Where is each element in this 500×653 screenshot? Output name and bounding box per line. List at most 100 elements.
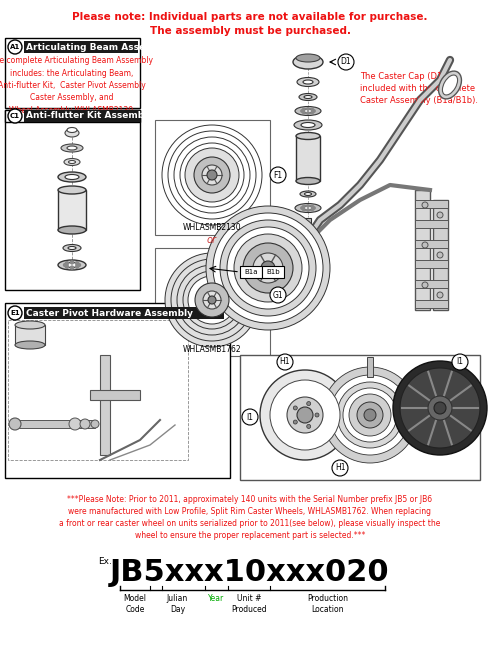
Bar [24, 307, 224, 319]
Ellipse shape [299, 93, 317, 101]
Text: The Caster Cap (D1) is
included with the complete
Caster Assembly (B1a/B1b).: The Caster Cap (D1) is included with the… [360, 72, 478, 104]
Ellipse shape [296, 133, 320, 140]
Circle shape [174, 137, 250, 213]
Circle shape [311, 206, 314, 208]
Text: Year: Year [208, 594, 224, 603]
Bar [5, 303, 230, 478]
Circle shape [261, 261, 275, 275]
Circle shape [357, 402, 383, 428]
Text: Please note: Individual parts are not available for purchase.: Please note: Individual parts are not av… [72, 12, 428, 22]
Bar [415, 280, 448, 288]
Ellipse shape [68, 246, 76, 249]
Ellipse shape [65, 174, 79, 180]
Circle shape [307, 108, 309, 110]
Bar [240, 266, 262, 278]
Circle shape [8, 306, 22, 320]
Circle shape [162, 125, 262, 225]
Bar [100, 355, 110, 455]
Bar [415, 240, 448, 248]
Circle shape [332, 460, 348, 476]
Circle shape [91, 420, 99, 428]
Bar [155, 248, 270, 356]
Circle shape [437, 292, 443, 298]
Circle shape [69, 418, 81, 430]
Text: A1: A1 [10, 44, 20, 50]
Bar [415, 200, 448, 208]
Circle shape [294, 420, 298, 424]
Text: Unit #
Produced: Unit # Produced [231, 594, 267, 614]
Ellipse shape [61, 144, 83, 152]
Text: I1: I1 [246, 413, 254, 421]
Ellipse shape [296, 54, 320, 62]
Bar [58, 190, 86, 230]
Circle shape [306, 424, 310, 428]
Bar [433, 200, 448, 310]
Text: The complete Articulating Beam Assembly
includes: the Articulating Beam,
Anti-fl: The complete Articulating Beam Assembly … [0, 56, 154, 115]
Text: D1: D1 [340, 57, 351, 67]
Circle shape [66, 265, 68, 268]
Circle shape [253, 253, 283, 283]
Text: WHLASMB2130: WHLASMB2130 [182, 223, 242, 232]
Circle shape [311, 208, 314, 211]
Ellipse shape [58, 260, 86, 270]
Circle shape [64, 264, 66, 266]
Bar [155, 120, 270, 235]
Text: or: or [207, 235, 217, 245]
Circle shape [306, 402, 310, 406]
Ellipse shape [303, 80, 313, 84]
Circle shape [183, 271, 241, 329]
Ellipse shape [64, 159, 80, 165]
Circle shape [203, 291, 221, 309]
Bar [415, 300, 448, 308]
Text: E1: E1 [10, 310, 20, 316]
Ellipse shape [58, 172, 86, 182]
Bar [8, 320, 188, 460]
Circle shape [307, 205, 309, 207]
Circle shape [287, 397, 323, 433]
Circle shape [78, 264, 80, 266]
Circle shape [195, 283, 229, 317]
Circle shape [302, 206, 305, 208]
Circle shape [364, 409, 376, 421]
Ellipse shape [15, 341, 45, 349]
Circle shape [188, 276, 236, 324]
Ellipse shape [58, 226, 86, 234]
Text: Anti-flutter Kit Assembly: Anti-flutter Kit Assembly [26, 112, 153, 121]
Text: G1: G1 [272, 291, 283, 300]
Text: The assembly must be purchased.: The assembly must be purchased. [150, 26, 350, 36]
Circle shape [452, 354, 468, 370]
Ellipse shape [67, 127, 77, 133]
Ellipse shape [294, 120, 322, 130]
Circle shape [76, 265, 78, 268]
Bar [15, 420, 95, 428]
Bar [90, 390, 140, 400]
Circle shape [311, 111, 314, 114]
Circle shape [194, 157, 230, 193]
Text: WHLASMB1762: WHLASMB1762 [182, 345, 242, 353]
Ellipse shape [68, 161, 75, 163]
Ellipse shape [63, 244, 81, 251]
Ellipse shape [438, 71, 462, 99]
Ellipse shape [304, 193, 312, 195]
Ellipse shape [67, 146, 77, 150]
Circle shape [307, 112, 309, 114]
Bar [415, 260, 448, 268]
Circle shape [313, 207, 315, 209]
Ellipse shape [295, 106, 321, 116]
Text: H1: H1 [335, 464, 345, 473]
Circle shape [70, 266, 74, 269]
Circle shape [66, 262, 68, 264]
Circle shape [208, 296, 216, 304]
Ellipse shape [304, 95, 312, 99]
Circle shape [307, 209, 309, 211]
Ellipse shape [302, 109, 314, 113]
Ellipse shape [296, 178, 320, 185]
Circle shape [277, 354, 293, 370]
Bar [240, 355, 480, 480]
Circle shape [243, 243, 293, 293]
Circle shape [315, 413, 319, 417]
Text: Model
Code: Model Code [124, 594, 146, 614]
Circle shape [168, 131, 256, 219]
Bar [415, 220, 448, 228]
Ellipse shape [301, 123, 315, 127]
